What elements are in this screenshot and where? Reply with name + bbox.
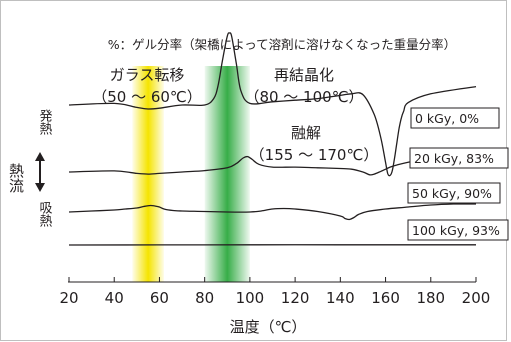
series-line-1 xyxy=(68,32,477,177)
x-tick-label: 20 xyxy=(59,289,78,307)
y-axis-label: 熱流 xyxy=(7,163,25,194)
y-bottom-label: 吸熱 xyxy=(37,201,53,228)
series-label-box-4 xyxy=(407,219,509,241)
series-label-box-2 xyxy=(409,147,509,169)
band-label-recrystallization: 再結晶化 xyxy=(274,66,334,84)
legend-layer: 0 kGy, 0% 20 kGy, 83% 50 kGy, 90% 100 kGy, … xyxy=(407,107,509,241)
series-layer xyxy=(68,32,477,246)
x-tick-label: 40 xyxy=(105,289,124,307)
y-axis-arrow-down-icon xyxy=(35,183,45,192)
series-label-box-1 xyxy=(410,107,500,129)
axis-layer: 20 40 60 80 100 120 140 160 180 200 xyxy=(59,277,490,307)
x-tick-label: 140 xyxy=(326,289,355,307)
y-top-label: 発熱 xyxy=(37,109,53,136)
annotation-melting-range: （155 ～ 170℃） xyxy=(250,146,379,164)
band-range-glass-transition: （50 ～ 60℃） xyxy=(92,88,202,106)
series-label-4: 100 kGy, 93% xyxy=(412,223,500,238)
x-tick-label: 120 xyxy=(281,289,310,307)
series-line-2 xyxy=(68,152,477,176)
x-tick-label: 100 xyxy=(236,289,265,307)
series-label-box-3 xyxy=(407,182,501,204)
chart-title: %：ゲル分率（架橋によって溶剤に溶けなくなった重量分率） xyxy=(108,37,456,52)
band-label-glass-transition: ガラス転移 xyxy=(110,66,185,84)
series-line-3 xyxy=(68,203,477,221)
x-tick-label: 60 xyxy=(150,289,169,307)
annotation-melting: 融解 xyxy=(291,124,321,142)
x-tick-label: 200 xyxy=(462,289,491,307)
x-tick-label: 180 xyxy=(416,289,445,307)
y-axis-indicator: 発熱 熱流 吸熱 xyxy=(7,109,52,228)
x-axis-label: 温度（℃） xyxy=(230,318,307,336)
bands-layer xyxy=(132,66,250,282)
x-tick-label: 160 xyxy=(371,289,400,307)
series-label-3: 50 kGy, 90% xyxy=(412,186,492,201)
series-label-1: 0 kGy, 0% xyxy=(415,111,479,126)
band-recrystallization xyxy=(204,66,250,282)
series-label-2: 20 kGy, 83% xyxy=(414,151,494,166)
y-axis-arrow-up-icon xyxy=(35,152,45,161)
x-tick-label: 80 xyxy=(195,289,214,307)
